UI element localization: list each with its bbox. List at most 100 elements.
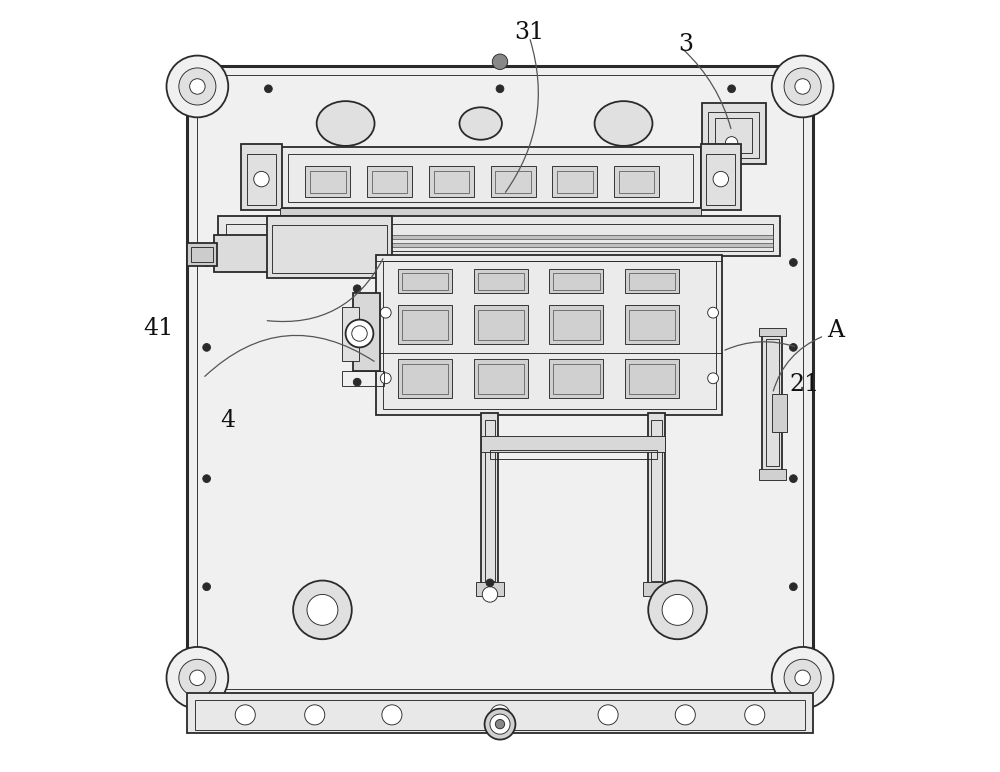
Circle shape [166,647,228,709]
Bar [226,224,773,251]
Bar [376,255,722,415]
Bar [552,166,597,197]
Bar [491,166,536,197]
Circle shape [382,705,402,725]
Circle shape [495,720,505,729]
Circle shape [648,581,707,639]
Circle shape [784,659,821,696]
Bar [214,235,270,272]
Circle shape [675,705,695,725]
Bar [481,436,665,452]
Circle shape [166,56,228,117]
Bar [481,413,498,587]
Circle shape [772,56,834,117]
Bar [197,75,803,689]
Bar [625,359,679,398]
Circle shape [353,285,361,293]
Bar [398,359,452,398]
Circle shape [708,373,718,384]
Circle shape [203,583,210,591]
Bar [759,469,786,480]
Circle shape [713,171,729,187]
Circle shape [795,670,810,686]
Bar [629,310,675,340]
Bar [553,310,600,340]
Bar [353,293,380,371]
Bar [549,305,603,344]
Bar [762,334,782,471]
Bar [372,171,407,193]
Bar [772,394,787,432]
Bar [478,273,524,290]
Bar [402,310,448,340]
Bar [476,582,504,596]
Circle shape [496,85,504,93]
Bar [651,420,662,581]
Bar [434,171,469,193]
Circle shape [490,705,510,725]
Circle shape [790,344,797,351]
Circle shape [482,587,498,602]
Circle shape [790,583,797,591]
Circle shape [725,137,738,149]
Circle shape [265,85,272,93]
Circle shape [492,54,508,69]
Text: A: A [827,319,844,342]
Circle shape [380,373,391,384]
Bar [288,154,693,202]
Bar [553,364,600,394]
Bar [759,328,786,336]
Circle shape [380,307,391,318]
Bar [619,171,654,193]
Circle shape [203,344,210,351]
Circle shape [790,475,797,482]
Bar [310,171,346,193]
Circle shape [486,579,494,587]
Text: 4: 4 [221,409,236,432]
Bar [191,247,213,262]
Ellipse shape [459,107,502,140]
Bar [342,307,359,361]
Bar [715,118,752,153]
Bar [549,269,603,293]
Text: 3: 3 [678,33,693,56]
Bar [305,166,350,197]
Bar [485,420,495,581]
Circle shape [490,714,510,734]
Bar [495,171,531,193]
Circle shape [708,307,718,318]
Circle shape [784,68,821,105]
Bar [402,273,448,290]
Bar [557,171,593,193]
Bar [187,66,813,699]
Bar [342,371,384,386]
Circle shape [346,320,373,347]
Bar [195,700,805,730]
Ellipse shape [317,101,375,146]
Bar [766,339,779,466]
Bar [280,147,701,208]
Bar [625,305,679,344]
Circle shape [745,705,765,725]
Bar [267,216,392,278]
Text: 31: 31 [514,21,544,44]
Text: 21: 21 [790,373,820,396]
Bar [398,305,452,344]
Circle shape [598,705,618,725]
Bar [398,269,452,293]
Bar [478,364,524,394]
Circle shape [203,475,210,482]
Bar [708,112,759,158]
Circle shape [772,647,834,709]
Circle shape [254,171,269,187]
Bar [429,166,474,197]
Bar [553,273,600,290]
Circle shape [305,705,325,725]
Bar [702,103,766,164]
Bar [247,154,276,205]
Bar [280,208,701,218]
Circle shape [790,259,797,266]
Bar [549,359,603,398]
Bar [629,273,675,290]
Bar [187,243,217,266]
